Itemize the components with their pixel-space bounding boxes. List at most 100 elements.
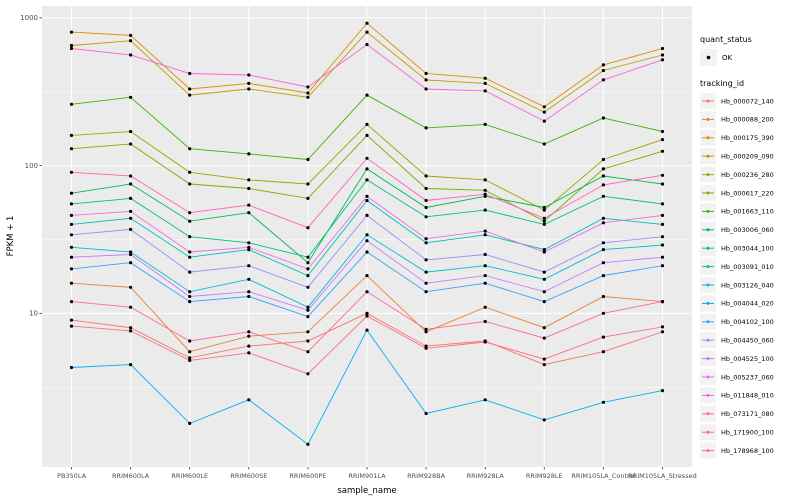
data-point (365, 239, 369, 243)
data-point (129, 33, 133, 38)
data-point (69, 30, 74, 34)
data-point (188, 250, 192, 254)
x-tick-label: RRIM928LE (526, 472, 563, 480)
data-point (247, 344, 251, 348)
legend-item-label: Hb_171900_100 (721, 429, 774, 437)
data-point (483, 233, 487, 237)
data-point (660, 58, 665, 62)
data-point (542, 290, 546, 294)
data-point (188, 290, 192, 294)
data-point (306, 267, 310, 271)
data-point (306, 350, 310, 354)
data-point (483, 229, 487, 233)
legend-item-label: Hb_004102_100 (721, 318, 774, 326)
data-point (660, 213, 665, 217)
data-point (365, 93, 369, 97)
legend-key-dot (706, 449, 710, 453)
data-point (247, 241, 251, 245)
x-tick-label: RRIM600PE (289, 472, 326, 480)
y-tick-label: 1000 (20, 14, 38, 22)
data-point (365, 233, 369, 237)
data-point (483, 305, 487, 309)
data-point (69, 213, 74, 217)
data-point (306, 85, 310, 89)
data-point (306, 182, 310, 186)
data-point (129, 142, 133, 146)
data-point (247, 264, 251, 268)
data-point (129, 363, 133, 367)
data-point (247, 398, 251, 402)
legend-key-dot (706, 357, 710, 361)
data-point (542, 326, 546, 330)
data-point (365, 311, 369, 315)
data-point (601, 116, 606, 120)
data-point (365, 194, 369, 198)
data-points (69, 21, 665, 446)
data-point (188, 270, 192, 274)
data-point (306, 315, 310, 319)
data-point (483, 264, 487, 268)
data-point (306, 226, 310, 230)
data-point (424, 71, 428, 76)
data-point (365, 42, 369, 47)
data-point (601, 174, 606, 178)
data-point (365, 30, 369, 34)
legend-item-label: Hb_000617_220 (721, 189, 774, 197)
data-point (69, 233, 74, 237)
legend-item-label: Hb_000072_140 (721, 97, 774, 105)
x-axis-title: sample_name (337, 486, 396, 496)
data-point (424, 346, 428, 350)
data-point (660, 138, 665, 142)
data-point (424, 258, 428, 262)
data-point (660, 330, 665, 334)
data-point (483, 178, 487, 182)
data-point (306, 330, 310, 334)
legend-key-dot (706, 338, 710, 342)
legend-item-label: Hb_004044_020 (721, 300, 774, 308)
data-point (424, 290, 428, 294)
data-point (69, 46, 74, 51)
data-point (69, 102, 74, 106)
data-point (542, 277, 546, 281)
data-point (365, 328, 369, 332)
data-point (247, 178, 251, 182)
data-point (483, 274, 487, 278)
data-point (365, 198, 369, 203)
data-point (483, 208, 487, 212)
data-point (424, 215, 428, 219)
data-point (660, 300, 665, 304)
data-point (483, 188, 487, 192)
data-point (365, 122, 369, 126)
data-point (601, 248, 606, 252)
data-point (542, 208, 546, 212)
data-point (660, 235, 665, 239)
data-point (188, 358, 192, 362)
legend-title-tracking-id: tracking_id (700, 79, 744, 88)
data-point (247, 203, 251, 207)
data-point (542, 205, 546, 210)
data-point (247, 290, 251, 294)
data-point (69, 202, 74, 206)
legend-key-dot (706, 173, 710, 177)
data-point (424, 126, 428, 130)
legend-key-point (706, 55, 711, 60)
data-point (188, 182, 192, 186)
data-point (129, 329, 133, 333)
gridlines (42, 6, 692, 467)
legend-key-dot (706, 136, 710, 140)
data-point (483, 252, 487, 257)
data-point (542, 248, 546, 252)
data-point (601, 261, 606, 265)
data-point (69, 255, 74, 259)
data-point (69, 43, 74, 48)
x-tick-label: RRIM901LA (348, 472, 386, 480)
legend-item-label: Hb_000088_200 (721, 116, 774, 124)
data-point (601, 400, 606, 404)
data-point (424, 186, 428, 191)
data-point (542, 119, 546, 123)
legend-key-dot (706, 246, 710, 250)
data-point (601, 63, 606, 67)
data-point (424, 198, 428, 203)
data-point (542, 363, 546, 367)
legend-key-dot (706, 375, 710, 379)
